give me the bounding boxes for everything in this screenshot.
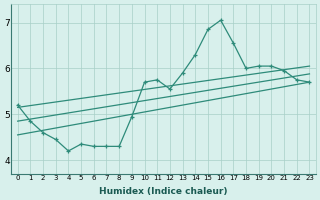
- X-axis label: Humidex (Indice chaleur): Humidex (Indice chaleur): [99, 187, 228, 196]
